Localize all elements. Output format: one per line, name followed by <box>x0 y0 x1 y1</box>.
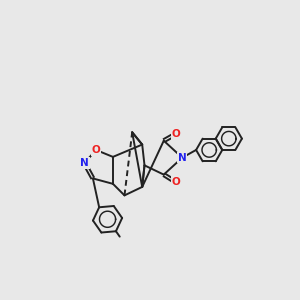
Text: N: N <box>80 158 89 168</box>
Text: O: O <box>172 177 181 187</box>
Text: O: O <box>172 129 181 139</box>
Text: O: O <box>92 145 100 155</box>
Text: N: N <box>178 153 187 163</box>
